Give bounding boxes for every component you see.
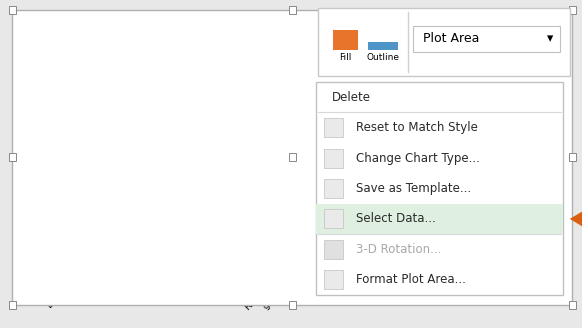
Text: Plot Area: Plot Area [423, 32, 480, 46]
Text: ▾: ▾ [547, 32, 553, 46]
Text: Format Plot Area...: Format Plot Area... [356, 273, 466, 286]
Bar [77, 225, 88, 270]
Bar [131, 66, 143, 270]
Text: Fill: Fill [339, 53, 352, 63]
Text: Change Chart Type...: Change Chart Type... [356, 152, 480, 165]
Bar [113, 185, 125, 270]
Text: Outline: Outline [367, 53, 399, 63]
Bar [167, 103, 179, 270]
Text: Select Data...: Select Data... [356, 213, 436, 225]
Text: Delete: Delete [332, 91, 371, 104]
Bar [59, 44, 70, 270]
Bar [185, 216, 197, 270]
Bar [95, 67, 107, 270]
Bar [293, 261, 305, 270]
Bar [275, 158, 287, 270]
Bar [149, 82, 161, 270]
Text: Save as Template...: Save as Template... [356, 182, 471, 195]
Text: 3-D Rotation...: 3-D Rotation... [356, 243, 441, 256]
Text: Reset to Match Style: Reset to Match Style [356, 121, 478, 134]
